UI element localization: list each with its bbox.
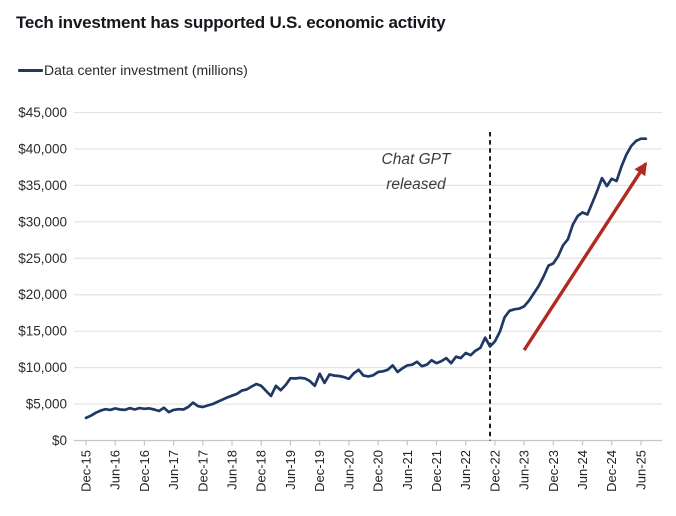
legend: Data center investment (millions) — [18, 62, 248, 78]
trend-arrow — [522, 161, 648, 352]
svg-text:Dec-18: Dec-18 — [254, 450, 269, 492]
svg-text:Jun-17: Jun-17 — [166, 450, 181, 490]
annotation-line1: Chat GPT — [381, 151, 451, 168]
svg-text:Jun-18: Jun-18 — [225, 450, 240, 490]
svg-text:Dec-17: Dec-17 — [195, 450, 210, 492]
svg-text:Jun-23: Jun-23 — [517, 450, 532, 490]
svg-text:$0: $0 — [52, 433, 67, 448]
svg-text:Jun-16: Jun-16 — [108, 450, 123, 490]
legend-label: Data center investment (millions) — [44, 62, 248, 78]
svg-text:$25,000: $25,000 — [18, 251, 67, 266]
gridlines — [74, 111, 662, 405]
x-axis-labels: Dec-15 Jun-16 Dec-16 Jun-17 Dec-17 Jun-18 Dec-… — [79, 450, 649, 492]
svg-text:Dec-22: Dec-22 — [487, 450, 502, 492]
svg-text:$45,000: $45,000 — [18, 105, 67, 120]
svg-text:Dec-23: Dec-23 — [546, 450, 561, 492]
svg-text:$35,000: $35,000 — [18, 178, 67, 193]
svg-text:Jun-20: Jun-20 — [341, 450, 356, 490]
svg-text:$10,000: $10,000 — [18, 360, 67, 375]
svg-text:Dec-24: Dec-24 — [604, 450, 619, 492]
svg-text:$20,000: $20,000 — [18, 287, 67, 302]
y-axis-labels: $0 $5,000 $10,000 $15,000 $20,000 $25,000 $30,… — [18, 105, 67, 448]
svg-text:$40,000: $40,000 — [18, 141, 67, 156]
svg-text:Dec-16: Dec-16 — [137, 450, 152, 492]
svg-text:$30,000: $30,000 — [18, 214, 67, 229]
svg-text:Jun-25: Jun-25 — [633, 450, 648, 490]
svg-text:Jun-19: Jun-19 — [283, 450, 298, 490]
chatgpt-released-annotation: Chat GPT released — [366, 147, 466, 197]
legend-line-swatch — [18, 68, 43, 72]
annotation-line2: released — [386, 176, 446, 193]
svg-text:Dec-15: Dec-15 — [79, 450, 94, 492]
chart-title: Tech investment has supported U.S. econo… — [16, 13, 446, 32]
svg-text:$5,000: $5,000 — [26, 397, 67, 412]
x-axis — [74, 439, 662, 446]
svg-text:Dec-20: Dec-20 — [371, 450, 386, 492]
svg-text:Dec-19: Dec-19 — [312, 450, 327, 492]
svg-text:Jun-21: Jun-21 — [400, 450, 415, 490]
svg-text:Dec-21: Dec-21 — [429, 450, 444, 492]
svg-text:$15,000: $15,000 — [18, 324, 67, 339]
series-line — [84, 137, 648, 420]
svg-text:Jun-24: Jun-24 — [575, 450, 590, 490]
svg-text:Jun-22: Jun-22 — [458, 450, 473, 490]
